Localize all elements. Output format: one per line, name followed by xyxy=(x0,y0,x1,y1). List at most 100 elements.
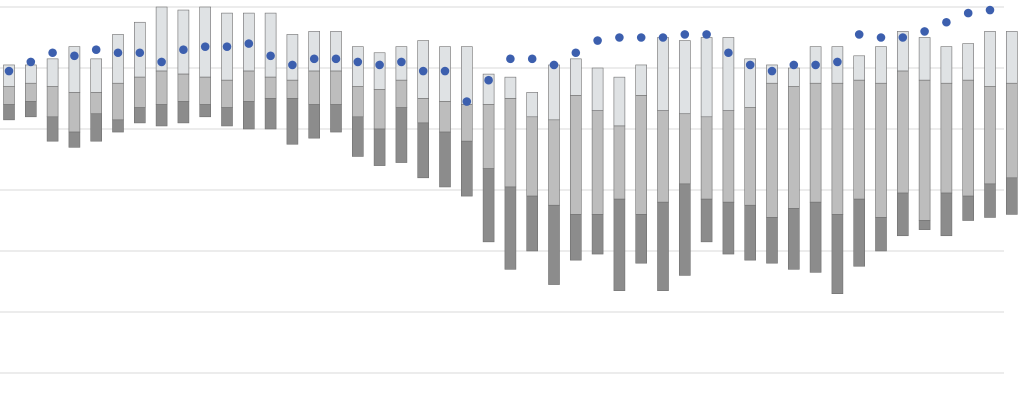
bar-segment-middle xyxy=(3,86,15,105)
bar-segment-middle xyxy=(678,113,691,185)
data-point xyxy=(898,33,908,42)
bar-segment-middle xyxy=(199,76,211,105)
bar-segment-bottom xyxy=(308,104,321,139)
bar-segment-bottom xyxy=(613,198,626,291)
bar-segment-middle xyxy=(221,79,233,108)
bar-segment-bottom xyxy=(700,198,713,243)
bar-segment-top xyxy=(351,46,364,87)
bar-segment-top xyxy=(526,92,539,118)
bar-segment-bottom xyxy=(3,104,15,121)
data-point xyxy=(789,60,799,70)
bar-segment-middle xyxy=(373,89,386,130)
bar-segment-top xyxy=(548,64,560,121)
bar-segment-middle xyxy=(46,86,59,118)
bar-segment-bottom xyxy=(635,214,648,264)
bar-segment-top xyxy=(635,64,648,96)
data-point xyxy=(397,57,406,67)
bar-segment-top xyxy=(460,46,473,105)
bar-segment-bottom xyxy=(940,192,953,237)
bar-segment-middle xyxy=(831,82,844,215)
bar-segment-middle xyxy=(439,101,451,133)
data-point xyxy=(702,30,711,39)
bar-segment-middle xyxy=(984,86,996,185)
data-point xyxy=(70,51,79,61)
bar-segment-top xyxy=(678,40,691,115)
bar-segment-top xyxy=(569,58,582,96)
bar-segment-bottom xyxy=(373,128,386,166)
data-point xyxy=(506,54,515,64)
bar-segment-top xyxy=(591,67,604,112)
bar-segment-bottom xyxy=(243,101,255,130)
data-point xyxy=(157,57,166,67)
bar-segment-bottom xyxy=(875,217,887,252)
bar-segment-bottom xyxy=(678,183,691,276)
bar-segment-middle xyxy=(155,70,168,105)
bar-segment-middle xyxy=(853,79,866,200)
bar-segment-middle xyxy=(787,86,800,209)
bar-segment-middle xyxy=(68,92,81,133)
bar-segment-middle xyxy=(875,82,887,218)
bar-segment-middle xyxy=(722,110,735,203)
bar-segment-bottom xyxy=(221,107,233,127)
bar-segment-top xyxy=(308,31,321,72)
bar-segment-bottom xyxy=(1005,177,1018,215)
bar-segment-bottom xyxy=(787,208,800,270)
bar-segment-bottom xyxy=(569,214,582,261)
bar-segment-bottom xyxy=(46,116,59,142)
bar-segment-top xyxy=(24,64,37,84)
data-point xyxy=(942,17,951,27)
data-point xyxy=(462,97,472,106)
data-point xyxy=(833,57,842,67)
bar-segment-top xyxy=(112,34,124,84)
bar-segment-top xyxy=(853,55,866,81)
bar-segment-middle xyxy=(766,82,778,218)
data-point xyxy=(680,30,690,39)
bar-segment-middle xyxy=(635,95,648,215)
bar-segment-top xyxy=(984,31,996,87)
bar-segment-top xyxy=(199,6,211,78)
bar-segment-bottom xyxy=(155,104,168,127)
bar-segment-middle xyxy=(24,82,37,102)
data-point xyxy=(963,8,973,18)
bar-segment-top xyxy=(1005,31,1018,84)
data-point xyxy=(636,33,646,42)
data-point xyxy=(811,60,820,70)
bar-segment-middle xyxy=(90,92,102,115)
bar-segment-top xyxy=(918,37,931,81)
bar-segment-bottom xyxy=(264,98,277,130)
data-point xyxy=(244,39,254,48)
data-point xyxy=(113,48,123,58)
data-point xyxy=(745,60,755,70)
bar-segment-top xyxy=(46,58,59,87)
data-point xyxy=(309,54,319,64)
data-point xyxy=(571,48,581,58)
bar-segment-bottom xyxy=(918,220,931,230)
data-point xyxy=(222,42,232,51)
bar-segment-bottom xyxy=(809,201,822,273)
bar-segment-middle xyxy=(700,116,713,200)
bar-segment-bottom xyxy=(722,201,735,255)
bar-segment-top xyxy=(504,76,517,99)
bar-segment-middle xyxy=(1005,82,1018,179)
data-point xyxy=(440,66,450,76)
bar-segment-bottom xyxy=(24,101,37,118)
bar-segment-bottom xyxy=(853,198,866,267)
data-point xyxy=(266,51,275,61)
data-point xyxy=(484,75,493,85)
bar-segment-top xyxy=(700,37,713,118)
bar-segment-top xyxy=(90,58,102,93)
data-point xyxy=(353,57,363,67)
data-point xyxy=(26,57,36,67)
bar-segment-bottom xyxy=(896,192,909,237)
data-point xyxy=(593,36,602,45)
bar-segment-middle xyxy=(351,86,364,118)
bar-segment-bottom xyxy=(68,131,81,148)
bar-segment-bottom xyxy=(351,116,364,157)
bar-segment-bottom xyxy=(504,186,517,270)
bar-segment-top xyxy=(373,52,386,90)
data-point xyxy=(615,33,624,42)
bar-segment-middle xyxy=(526,116,539,197)
bar-segment-middle xyxy=(569,95,582,215)
data-point xyxy=(4,66,14,76)
